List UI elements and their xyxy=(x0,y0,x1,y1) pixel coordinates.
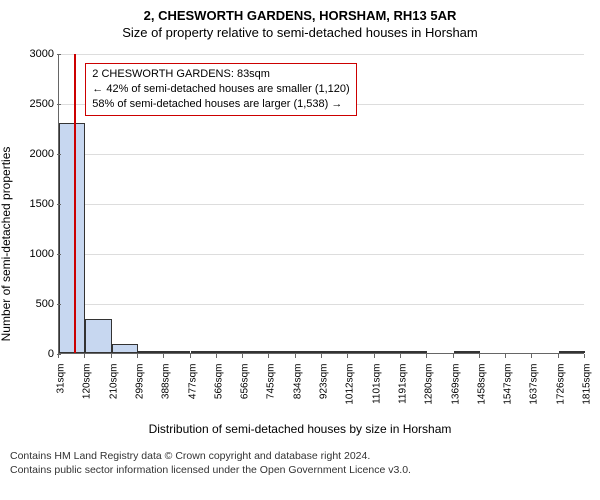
histogram-bar xyxy=(559,351,585,353)
y-tick-label: 0 xyxy=(10,348,54,360)
x-tick-label: 1547sqm xyxy=(503,364,514,424)
annotation-line: 58% of semi-detached houses are larger (… xyxy=(92,97,349,112)
y-axis-label: Number of semi-detached properties xyxy=(0,147,13,342)
footer-line-1: Contains HM Land Registry data © Crown c… xyxy=(10,450,590,464)
x-tick-label: 923sqm xyxy=(319,364,330,424)
histogram-bar xyxy=(322,351,348,353)
histogram-bar xyxy=(217,351,243,353)
y-tick-mark xyxy=(57,204,61,205)
histogram-bar xyxy=(454,351,480,353)
histogram-bar xyxy=(191,351,217,353)
x-tick-mark xyxy=(321,354,322,358)
histogram-bar xyxy=(401,351,427,353)
x-tick-mark xyxy=(84,354,85,358)
x-tick-label: 299sqm xyxy=(134,364,145,424)
x-tick-mark xyxy=(347,354,348,358)
annotation-line: ← 42% of semi-detached houses are smalle… xyxy=(92,82,349,97)
x-tick-mark xyxy=(453,354,454,358)
y-tick-mark xyxy=(57,254,61,255)
grid-line xyxy=(59,154,584,155)
x-tick-label: 210sqm xyxy=(108,364,119,424)
chart-area: Number of semi-detached properties 2 CHE… xyxy=(0,44,600,444)
x-tick-mark xyxy=(479,354,480,358)
x-tick-label: 656sqm xyxy=(240,364,251,424)
y-tick-mark xyxy=(57,154,61,155)
x-tick-label: 1637sqm xyxy=(529,364,540,424)
y-tick-label: 500 xyxy=(10,298,54,310)
x-tick-label: 477sqm xyxy=(187,364,198,424)
y-tick-label: 1000 xyxy=(10,248,54,260)
histogram-bar xyxy=(59,123,85,353)
y-tick-mark xyxy=(57,104,61,105)
x-tick-mark xyxy=(374,354,375,358)
x-tick-label: 1280sqm xyxy=(424,364,435,424)
x-tick-mark xyxy=(268,354,269,358)
y-tick-label: 2500 xyxy=(10,98,54,110)
x-tick-label: 1458sqm xyxy=(476,364,487,424)
histogram-bar xyxy=(138,351,164,353)
x-tick-mark xyxy=(58,354,59,358)
x-tick-label: 1726sqm xyxy=(555,364,566,424)
x-tick-mark xyxy=(584,354,585,358)
histogram-bar xyxy=(112,344,138,353)
x-tick-label: 1815sqm xyxy=(582,364,593,424)
x-tick-label: 31sqm xyxy=(56,364,67,424)
histogram-bar xyxy=(375,351,401,353)
grid-line xyxy=(59,54,584,55)
x-tick-label: 1369sqm xyxy=(450,364,461,424)
histogram-bar xyxy=(348,351,374,353)
x-tick-label: 1012sqm xyxy=(345,364,356,424)
histogram-bar xyxy=(296,351,322,353)
plot-region: 2 CHESWORTH GARDENS: 83sqm← 42% of semi-… xyxy=(58,54,584,354)
grid-line xyxy=(59,254,584,255)
histogram-bar xyxy=(85,319,111,353)
y-tick-label: 1500 xyxy=(10,198,54,210)
property-marker-line xyxy=(74,54,76,353)
x-tick-mark xyxy=(137,354,138,358)
chart-subtitle: Size of property relative to semi-detach… xyxy=(0,23,600,44)
y-tick-label: 3000 xyxy=(10,48,54,60)
x-tick-mark xyxy=(190,354,191,358)
histogram-bar xyxy=(164,351,190,353)
x-tick-label: 745sqm xyxy=(266,364,277,424)
grid-line xyxy=(59,204,584,205)
x-tick-mark xyxy=(216,354,217,358)
x-tick-mark xyxy=(531,354,532,358)
x-tick-mark xyxy=(295,354,296,358)
x-tick-mark xyxy=(426,354,427,358)
annotation-line: 2 CHESWORTH GARDENS: 83sqm xyxy=(92,67,349,82)
x-tick-label: 120sqm xyxy=(82,364,93,424)
x-tick-label: 1101sqm xyxy=(371,364,382,424)
x-tick-label: 388sqm xyxy=(161,364,172,424)
x-tick-mark xyxy=(400,354,401,358)
y-tick-label: 2000 xyxy=(10,148,54,160)
y-tick-mark xyxy=(57,54,61,55)
x-tick-mark xyxy=(505,354,506,358)
chart-title-address: 2, CHESWORTH GARDENS, HORSHAM, RH13 5AR xyxy=(0,0,600,23)
histogram-bar xyxy=(243,351,269,353)
x-tick-mark xyxy=(242,354,243,358)
x-tick-label: 566sqm xyxy=(213,364,224,424)
footer-line-2: Contains public sector information licen… xyxy=(10,464,590,478)
x-tick-mark xyxy=(111,354,112,358)
y-tick-mark xyxy=(57,304,61,305)
x-tick-mark xyxy=(163,354,164,358)
x-axis-label: Distribution of semi-detached houses by … xyxy=(0,422,600,436)
annotation-box: 2 CHESWORTH GARDENS: 83sqm← 42% of semi-… xyxy=(85,63,356,116)
histogram-bar xyxy=(269,351,295,353)
grid-line xyxy=(59,304,584,305)
x-tick-label: 834sqm xyxy=(292,364,303,424)
x-tick-mark xyxy=(558,354,559,358)
x-tick-label: 1191sqm xyxy=(397,364,408,424)
footer-attribution: Contains HM Land Registry data © Crown c… xyxy=(0,444,600,477)
